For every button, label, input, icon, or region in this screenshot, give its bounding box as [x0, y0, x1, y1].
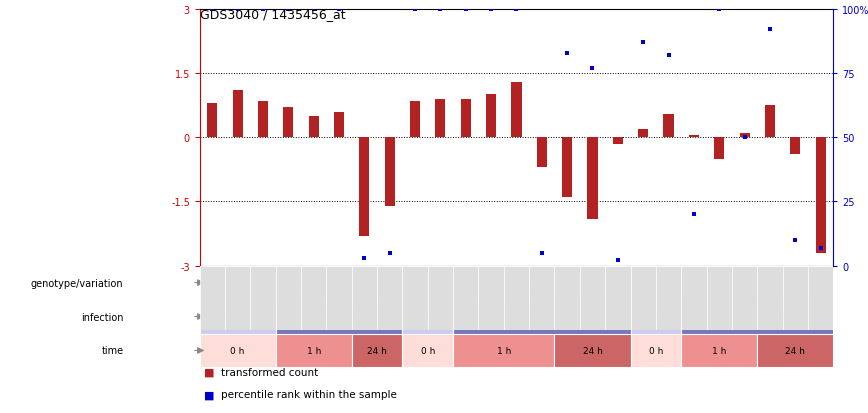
Bar	[453, 334, 555, 368]
Bar	[681, 300, 833, 334]
Bar	[359, 138, 370, 236]
Bar	[689, 136, 699, 138]
Text: 0 h: 0 h	[421, 346, 435, 355]
Bar	[707, 266, 732, 330]
Bar	[200, 300, 276, 334]
Text: 24 h: 24 h	[367, 346, 387, 355]
Bar	[555, 266, 580, 330]
Bar	[377, 266, 403, 330]
Bar	[486, 95, 496, 138]
Bar	[478, 266, 503, 330]
Bar	[309, 116, 319, 138]
Text: P. aeruginosa: P. aeruginosa	[309, 312, 369, 321]
Bar	[283, 108, 293, 138]
Bar	[352, 266, 377, 330]
Bar	[233, 91, 243, 138]
Bar	[808, 266, 833, 330]
Bar	[503, 266, 529, 330]
Bar	[555, 334, 630, 368]
Bar	[334, 112, 344, 138]
Bar	[461, 100, 470, 138]
Bar	[276, 334, 352, 368]
Bar	[200, 266, 225, 330]
Bar	[630, 266, 833, 300]
Text: 0 h: 0 h	[648, 346, 663, 355]
Bar	[630, 300, 681, 334]
Bar	[681, 334, 757, 368]
Bar	[453, 300, 630, 334]
Text: ■: ■	[204, 389, 214, 399]
Text: P. aeruginosa: P. aeruginosa	[727, 312, 787, 321]
Text: wild type: wild type	[280, 278, 322, 287]
Bar	[630, 334, 681, 368]
Bar	[385, 138, 395, 206]
Bar	[511, 83, 522, 138]
Text: percentile rank within the sample: percentile rank within the sample	[221, 389, 398, 399]
Bar	[783, 266, 808, 330]
Bar	[663, 114, 674, 138]
Bar	[410, 102, 420, 138]
Bar	[790, 138, 800, 155]
Bar	[225, 266, 250, 330]
Bar	[326, 266, 352, 330]
Text: Mmp-7 mutant: Mmp-7 mutant	[483, 278, 550, 287]
Bar	[714, 138, 724, 159]
Bar	[816, 138, 825, 253]
Text: 24 h: 24 h	[582, 346, 602, 355]
Bar	[428, 266, 453, 330]
Bar	[638, 129, 648, 138]
Bar	[301, 266, 326, 330]
Bar	[630, 266, 656, 330]
Bar	[276, 300, 403, 334]
Bar	[200, 266, 403, 300]
Bar	[403, 300, 453, 334]
Bar	[529, 266, 555, 330]
Bar	[757, 334, 833, 368]
Text: uninfected: uninfected	[404, 312, 452, 321]
Bar	[403, 334, 453, 368]
Text: 0 h: 0 h	[231, 346, 245, 355]
Text: Mmp-10 mutant: Mmp-10 mutant	[695, 278, 768, 287]
Bar	[681, 266, 707, 330]
Bar	[580, 266, 605, 330]
Bar	[207, 104, 217, 138]
Text: infection: infection	[81, 312, 123, 322]
Bar	[436, 100, 445, 138]
Bar	[757, 266, 783, 330]
Bar	[656, 266, 681, 330]
Bar	[200, 334, 276, 368]
Bar	[536, 138, 547, 168]
Text: time: time	[102, 346, 123, 356]
Text: 1 h: 1 h	[496, 346, 511, 355]
Bar	[765, 106, 775, 138]
Text: genotype/variation: genotype/variation	[31, 278, 123, 288]
Text: uninfected: uninfected	[632, 312, 681, 321]
Bar	[453, 266, 478, 330]
Bar	[605, 266, 630, 330]
Text: uninfected: uninfected	[214, 312, 262, 321]
Bar	[258, 102, 268, 138]
Text: GDS3040 / 1435456_at: GDS3040 / 1435456_at	[200, 8, 345, 21]
Text: 24 h: 24 h	[786, 346, 806, 355]
Bar	[562, 138, 572, 198]
Text: P. aeruginosa: P. aeruginosa	[512, 312, 572, 321]
Bar	[732, 266, 757, 330]
Bar	[403, 266, 630, 300]
Text: ■: ■	[204, 367, 214, 377]
Bar	[276, 266, 301, 330]
Bar	[403, 266, 428, 330]
Bar	[352, 334, 403, 368]
Text: 1 h: 1 h	[712, 346, 727, 355]
Bar	[613, 138, 623, 145]
Text: transformed count: transformed count	[221, 367, 319, 377]
Bar	[740, 134, 750, 138]
Bar	[250, 266, 276, 330]
Bar	[588, 138, 597, 219]
Text: 1 h: 1 h	[306, 346, 321, 355]
